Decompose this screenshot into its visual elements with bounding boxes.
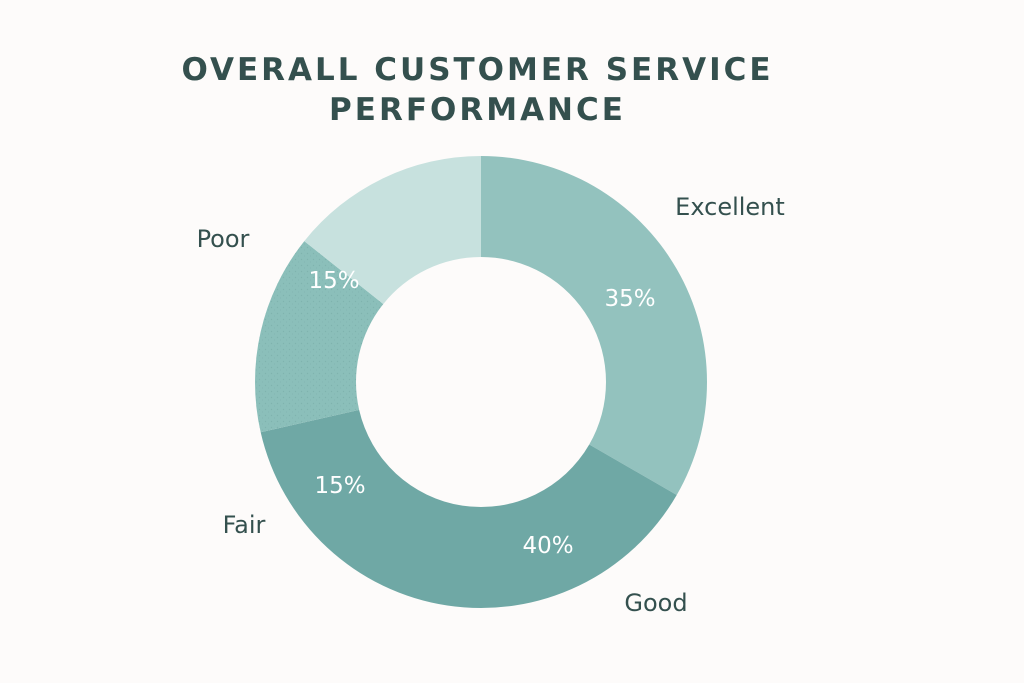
chart-title-line-1: OVERALL CUSTOMER SERVICE	[181, 52, 774, 88]
value-label-good: 40%	[522, 533, 573, 559]
category-label-fair: Fair	[223, 511, 266, 539]
chart-title: OVERALL CUSTOMER SERVICE PERFORMANCE	[0, 50, 955, 130]
slice-good	[260, 409, 677, 609]
slice-excellent	[481, 156, 707, 495]
value-label-excellent: 35%	[604, 286, 655, 312]
value-label-poor: 15%	[308, 268, 359, 294]
category-label-poor: Poor	[197, 225, 250, 253]
value-label-fair: 15%	[314, 473, 365, 499]
category-label-good: Good	[624, 589, 687, 617]
slice-poor	[304, 156, 481, 305]
donut-labels: Excellent 35% Good 40% Fair 15% Poor 15%	[197, 193, 785, 617]
chart-title-line-2: PERFORMANCE	[329, 92, 626, 128]
donut-slices	[254, 156, 707, 609]
slice-fair-texture	[254, 241, 384, 433]
category-label-excellent: Excellent	[675, 193, 785, 221]
